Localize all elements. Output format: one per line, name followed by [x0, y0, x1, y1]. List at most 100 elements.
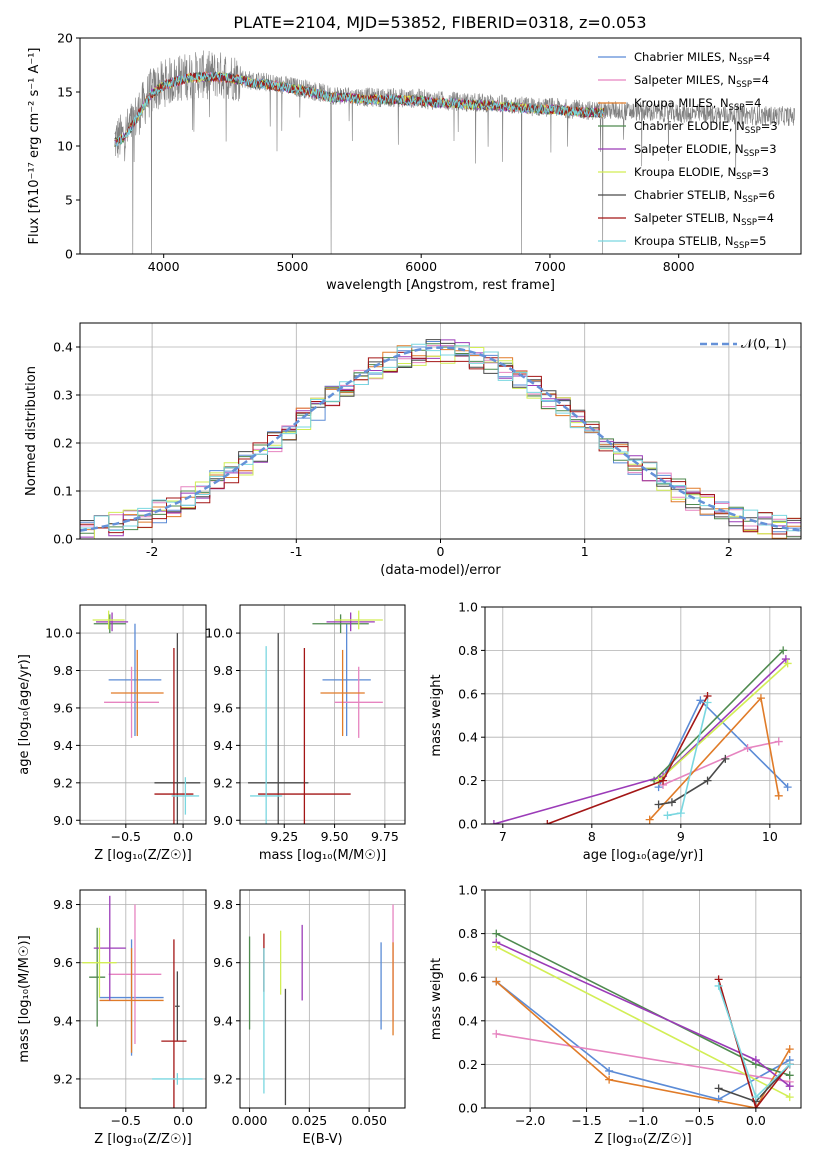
x-axis-label: Z [log₁₀(Z/Z☉)] — [594, 1132, 691, 1147]
series-kroupa-stelib — [663, 698, 712, 820]
legend-label-main: Chabrier STELIB, N — [634, 188, 742, 202]
legend-label-main: Salpeter ELODIE, N — [634, 142, 744, 156]
series-marker — [605, 1075, 614, 1084]
x-tick-label: 8000 — [663, 259, 695, 274]
grid-lines — [240, 605, 405, 824]
y-tick-label: 9.8 — [53, 663, 73, 678]
legend-label-value: =3 — [752, 165, 769, 179]
legend-label-sub: SSP — [741, 218, 757, 228]
series-marker — [667, 798, 676, 807]
legend-label-chabrier-elodie: Chabrier ELODIE, NSSP=3 — [634, 119, 778, 136]
series-line — [495, 945, 791, 1098]
legend-label-sub: SSP — [737, 57, 753, 67]
y-tick-label: 9.4 — [213, 738, 233, 753]
series-marker — [785, 1045, 794, 1054]
series-marker — [492, 929, 501, 938]
legend-label-main: Kroupa STELIB, N — [634, 234, 734, 248]
y-axis-label: mass weight — [429, 958, 444, 1040]
y-axis-label: mass weight — [429, 674, 444, 756]
point-kroupa-miles — [110, 649, 164, 737]
series-kroupa-elodie — [492, 942, 794, 1102]
series-line — [658, 662, 789, 782]
histogram-chabrier-stelib — [80, 339, 801, 529]
x-tick-label: 0.0 — [746, 1113, 766, 1128]
legend-label-salpeter-miles: Salpeter MILES, NSSP=4 — [634, 73, 769, 90]
legend-label-kroupa-miles: Kroupa MILES, NSSP=4 — [634, 96, 761, 113]
series-marker — [774, 791, 783, 800]
series-line — [496, 1033, 790, 1083]
y-tick-label: 9.2 — [213, 775, 233, 790]
x-axis-label: (data-model)/error — [380, 563, 501, 578]
series-marker — [703, 698, 712, 707]
y-axis-label: Normed distribution — [24, 366, 39, 496]
x-tick-label: 0.025 — [291, 1113, 327, 1128]
series-marker — [743, 744, 752, 753]
legend-label-value: =4 — [757, 211, 774, 225]
y-tick-label: 10.0 — [45, 626, 73, 641]
point-chabrier-elodie — [89, 927, 106, 1027]
y-tick-label: 9.2 — [53, 775, 73, 790]
legend-label-main: Salpeter MILES, N — [634, 73, 736, 87]
plot-area — [248, 610, 383, 824]
x-tick-label: 0.050 — [351, 1113, 387, 1128]
point-kroupa-stelib — [152, 1073, 203, 1085]
x-tick-label: −0.5 — [111, 1113, 141, 1128]
series-marker — [785, 1071, 794, 1080]
point-salpeter-miles — [108, 904, 162, 1045]
legend-label-sub: SSP — [734, 241, 750, 251]
plot-area — [248, 904, 394, 1106]
x-tick-label: -2 — [146, 544, 158, 559]
y-tick-label: 0.4 — [458, 730, 478, 745]
series-salpeter-stelib — [543, 691, 712, 824]
y-tick-label: 9.0 — [213, 813, 233, 828]
series-marker — [663, 811, 672, 820]
y-tick-label: 10 — [57, 139, 73, 154]
y-tick-label: 9.8 — [213, 663, 233, 678]
point-chabrier-miles — [322, 623, 371, 737]
normal-distribution-line — [80, 346, 801, 532]
x-axis-label: wavelength [Angstrom, rest frame] — [326, 278, 555, 293]
series-marker — [756, 694, 765, 703]
plot-area — [489, 646, 792, 824]
axes-frame — [239, 604, 406, 825]
series-marker — [721, 754, 730, 763]
plot-area — [82, 895, 203, 1108]
y-tick-label: 5 — [65, 193, 73, 208]
histogram-kroupa-stelib — [80, 343, 801, 532]
x-tick-label: 5000 — [277, 259, 309, 274]
model-spectrum-kroupa-stelib — [114, 72, 605, 148]
y-tick-label: 0.0 — [458, 1101, 478, 1116]
y-tick-label: 9.0 — [53, 813, 73, 828]
figure-title: PLATE=2104, MJD=53852, FIBERID=0318, z=0… — [233, 13, 646, 32]
y-tick-label: 0.8 — [458, 643, 478, 658]
point-chabrier-stelib — [248, 633, 309, 824]
x-tick-label: 1 — [581, 544, 589, 559]
point-kroupa-elodie — [334, 610, 383, 630]
legend-label-kroupa-stelib: Kroupa STELIB, NSSP=5 — [634, 234, 766, 251]
axes-frame — [79, 604, 207, 825]
panel-weight-vs-z: −2.0 −1.5 −1.0 −0.5 0.0 0.0 0.2 0.4 0.6 0.8 1.0 Z [… — [429, 883, 802, 1147]
x-tick-label: −1.5 — [571, 1113, 601, 1128]
plot-area — [492, 929, 794, 1108]
x-tick-label: −1.0 — [628, 1113, 658, 1128]
series-marker — [783, 659, 792, 668]
grid-lines — [80, 605, 206, 824]
x-tick-label: 9 — [677, 829, 685, 844]
legend-label-value: =4 — [744, 96, 761, 110]
axes-frame — [79, 889, 207, 1109]
panel-weight-vs-age: 7 8 9 10 0.0 0.2 0.4 0.6 0.8 1.0 age [log₁₀(age/yr… — [429, 600, 802, 863]
y-tick-label: 1.0 — [458, 883, 478, 898]
y-tick-label: 20 — [57, 31, 73, 46]
point-chabrier-stelib — [154, 633, 201, 824]
legend-label-main: Kroupa ELODIE, N — [634, 165, 736, 179]
y-tick-label: 0.6 — [458, 970, 478, 985]
point-kroupa-elodie — [82, 927, 117, 998]
series-marker — [714, 981, 723, 990]
x-tick-label: 10 — [762, 829, 778, 844]
legend-label-salpeter-stelib: Salpeter STELIB, NSSP=4 — [634, 211, 774, 228]
legend-label-sub: SSP — [745, 126, 761, 136]
y-tick-label: 9.4 — [53, 738, 73, 753]
legend-label-kroupa-elodie: Kroupa ELODIE, NSSP=3 — [634, 165, 769, 182]
series-marker — [714, 1095, 723, 1104]
